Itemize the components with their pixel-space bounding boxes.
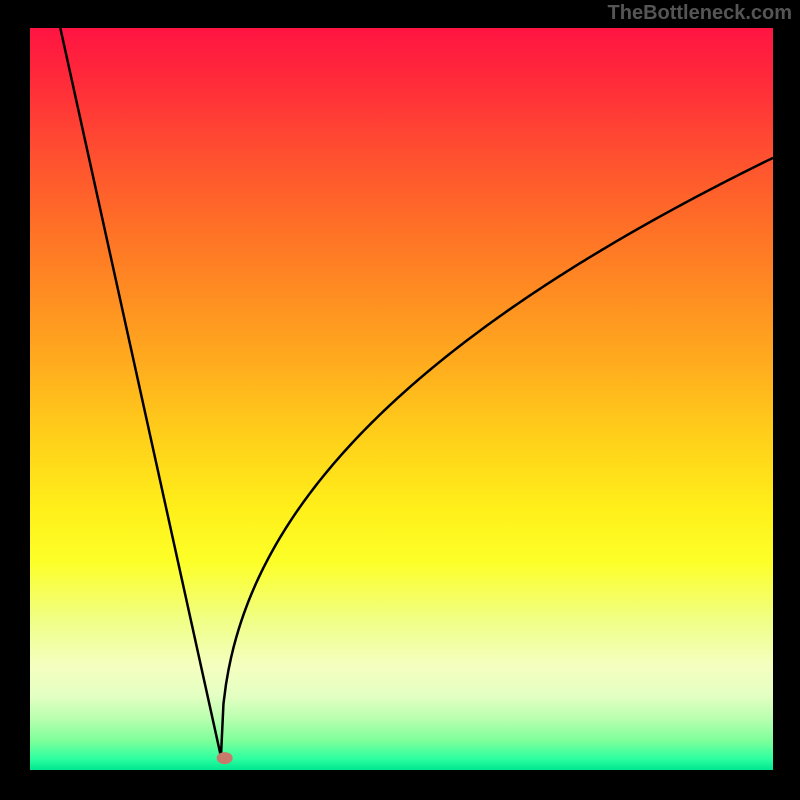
chart-frame: TheBottleneck.com bbox=[0, 0, 800, 800]
plot-area bbox=[30, 28, 773, 770]
heat-gradient-background bbox=[30, 28, 773, 770]
watermark-text: TheBottleneck.com bbox=[608, 2, 792, 25]
